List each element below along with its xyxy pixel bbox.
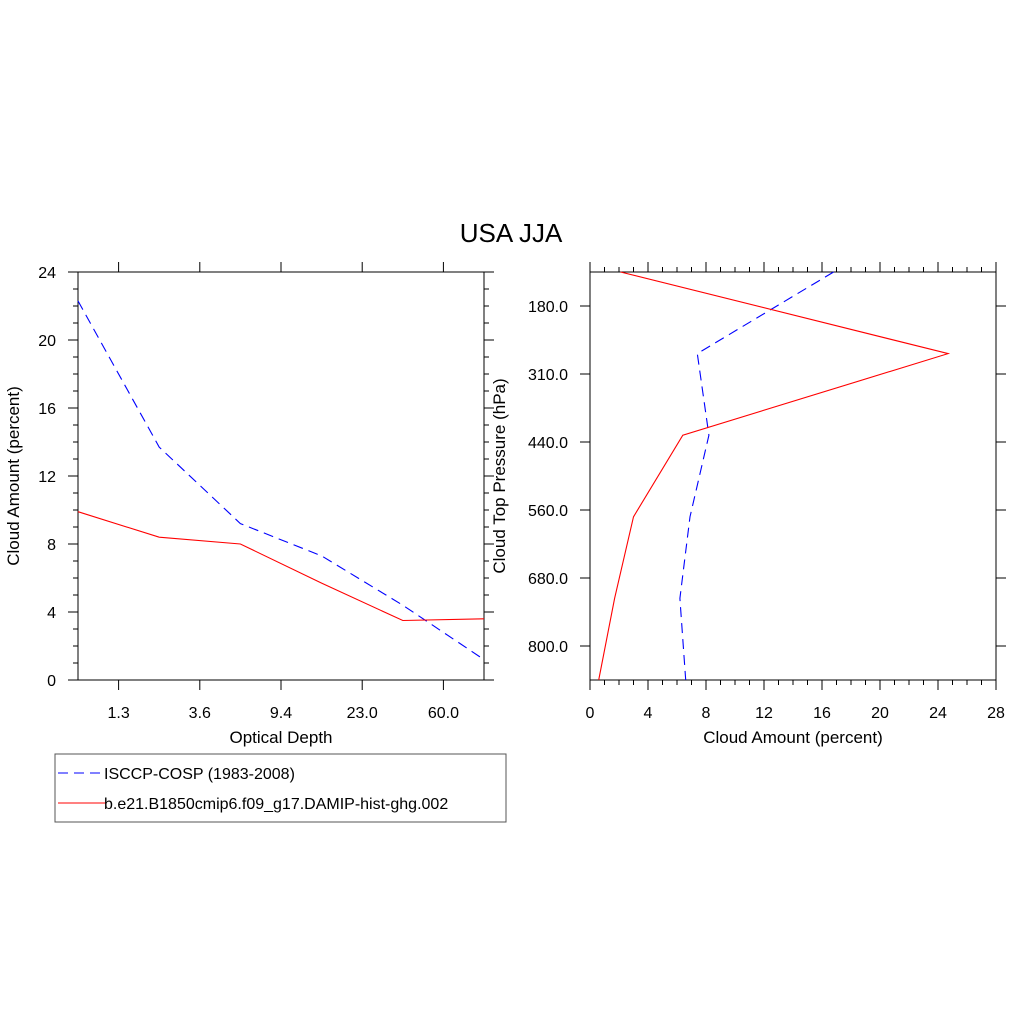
y-tick-label: 12 [38,469,56,486]
y-tick-label: 560.0 [528,503,568,520]
y-tick-label: 4 [47,605,56,622]
y-tick-label: 8 [47,537,56,554]
legend-label-model: b.e21.B1850cmip6.f09_g17.DAMIP-hist-ghg.… [104,796,448,813]
x-tick-label: 28 [987,705,1005,722]
y-tick-label: 800.0 [528,639,568,656]
x-tick-label: 3.6 [189,705,211,722]
x-tick-label: 8 [702,705,711,722]
x-tick-label: 4 [644,705,653,722]
series-line-isccp [679,271,834,681]
plot-frame [589,271,997,681]
x-tick-label: 0 [586,705,595,722]
y-tick-label: 180.0 [528,299,568,316]
y-tick-label: 20 [38,333,56,350]
x-tick-label: 23.0 [347,705,378,722]
legend-box [54,753,507,823]
y-tick-label: 440.0 [528,435,568,452]
x-tick-label: 12 [755,705,773,722]
y-tick-label: 310.0 [528,367,568,384]
legend: ISCCP-COSP (1983-2008) b.e21.B1850cmip6.f… [54,753,507,823]
y-axis-label: Cloud Top Pressure (hPa) [490,378,509,573]
x-tick-label: 16 [813,705,831,722]
legend-label-isccp: ISCCP-COSP (1983-2008) [104,766,295,783]
x-tick-label: 9.4 [270,705,292,722]
x-tick-label: 1.3 [107,705,129,722]
y-tick-label: 24 [38,265,56,282]
series-line-model [77,511,485,622]
y-axis-label: Cloud Amount (percent) [4,386,23,566]
x-tick-label: 60.0 [428,705,459,722]
series-line-model [598,271,951,681]
x-tick-label: 20 [871,705,889,722]
y-tick-label: 680.0 [528,571,568,588]
series-line-isccp [77,300,485,661]
left-panel-optical-depth: 0 4 8 12 16 20 24 1.3 3.6 9.4 23.0 60.0 Optical Dept… [4,262,494,747]
right-panel-cloud-top-pressure: 0 4 8 12 16 20 24 28 180.0 310.0 440.0 560.0 680.0 80… [490,262,1006,747]
chart-title: USA JJA [460,218,563,248]
x-axis-label: Cloud Amount (percent) [703,728,883,747]
x-axis-label: Optical Depth [230,728,333,747]
y-tick-label: 0 [47,673,56,690]
y-tick-label: 16 [38,401,56,418]
x-tick-label: 24 [929,705,947,722]
